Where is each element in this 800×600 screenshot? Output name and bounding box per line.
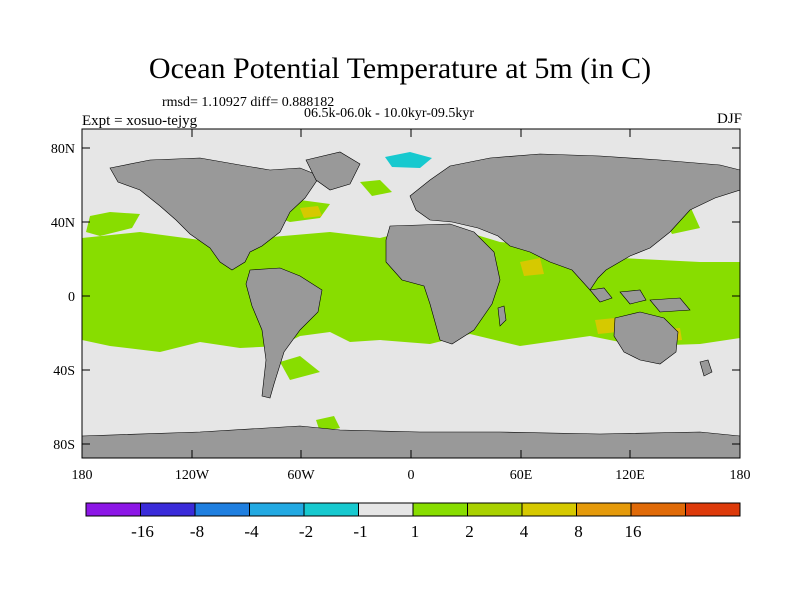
colorbar-label: -8 — [190, 522, 204, 541]
map-title: Ocean Potential Temperature at 5m (in C) — [148, 52, 652, 85]
experiment-label: Expt = xosuo-tejyg — [82, 113, 198, 129]
colorbar-box — [194, 502, 250, 517]
land-masses — [82, 151, 740, 458]
colorbar-label: -16 — [131, 522, 154, 541]
lon-tick-180w: 180 — [72, 468, 93, 483]
colorbar-box — [140, 502, 196, 517]
colorbar-label: -2 — [299, 522, 313, 541]
colorbar-box — [85, 502, 141, 517]
colorbar-label: 8 — [574, 522, 583, 541]
lat-tick-0: 0 — [68, 290, 75, 305]
colorbar-box — [358, 502, 414, 517]
colorbar-label: 4 — [520, 522, 529, 541]
lon-tick-60e: 60E — [510, 468, 533, 483]
lat-tick-80s: 80S — [53, 438, 75, 453]
season-label: DJF — [716, 111, 742, 127]
lat-tick-40s: 40S — [53, 364, 75, 379]
colorbar: -16 -8 -4 -2 -1 1 2 4 8 16 — [85, 502, 741, 541]
colorbar-box — [249, 502, 305, 517]
colorbar-boxes — [85, 502, 741, 517]
time-period-label: 06.5k-06.0k - 10.0kyr-09.5kyr — [304, 106, 475, 121]
longitude-axis — [81, 129, 741, 458]
colorbar-label: -4 — [244, 522, 259, 541]
colorbar-label: -1 — [353, 522, 367, 541]
lon-tick-0: 0 — [408, 468, 415, 483]
lon-tick-120w: 120W — [175, 468, 210, 483]
lon-tick-180e: 180 — [730, 468, 751, 483]
colorbar-box — [576, 502, 632, 517]
longitude-labels: 180 120W 60W 0 60E 120E 180 — [72, 468, 751, 483]
colorbar-box — [685, 502, 741, 517]
colorbar-label: 2 — [465, 522, 474, 541]
latitude-labels: 80N 40N 0 40S 80S — [51, 142, 75, 453]
colorbar-box — [467, 502, 523, 517]
colorbar-box — [521, 502, 577, 517]
lon-tick-60w: 60W — [287, 468, 315, 483]
colorbar-box — [412, 502, 468, 517]
colorbar-label: 16 — [625, 522, 642, 541]
colorbar-box — [630, 502, 686, 517]
lon-tick-120e: 120E — [615, 468, 645, 483]
lat-tick-80n: 80N — [51, 142, 75, 157]
map-plot-area — [82, 129, 740, 458]
colorbar-box — [303, 502, 359, 517]
latitude-axis — [82, 147, 740, 445]
colorbar-label: 1 — [411, 522, 420, 541]
colorbar-labels: -16 -8 -4 -2 -1 1 2 4 8 16 — [131, 522, 641, 541]
rmsd-diff-stats: rmsd= 1.10927 diff= 0.888182 — [162, 95, 335, 110]
lat-tick-40n: 40N — [51, 216, 75, 231]
